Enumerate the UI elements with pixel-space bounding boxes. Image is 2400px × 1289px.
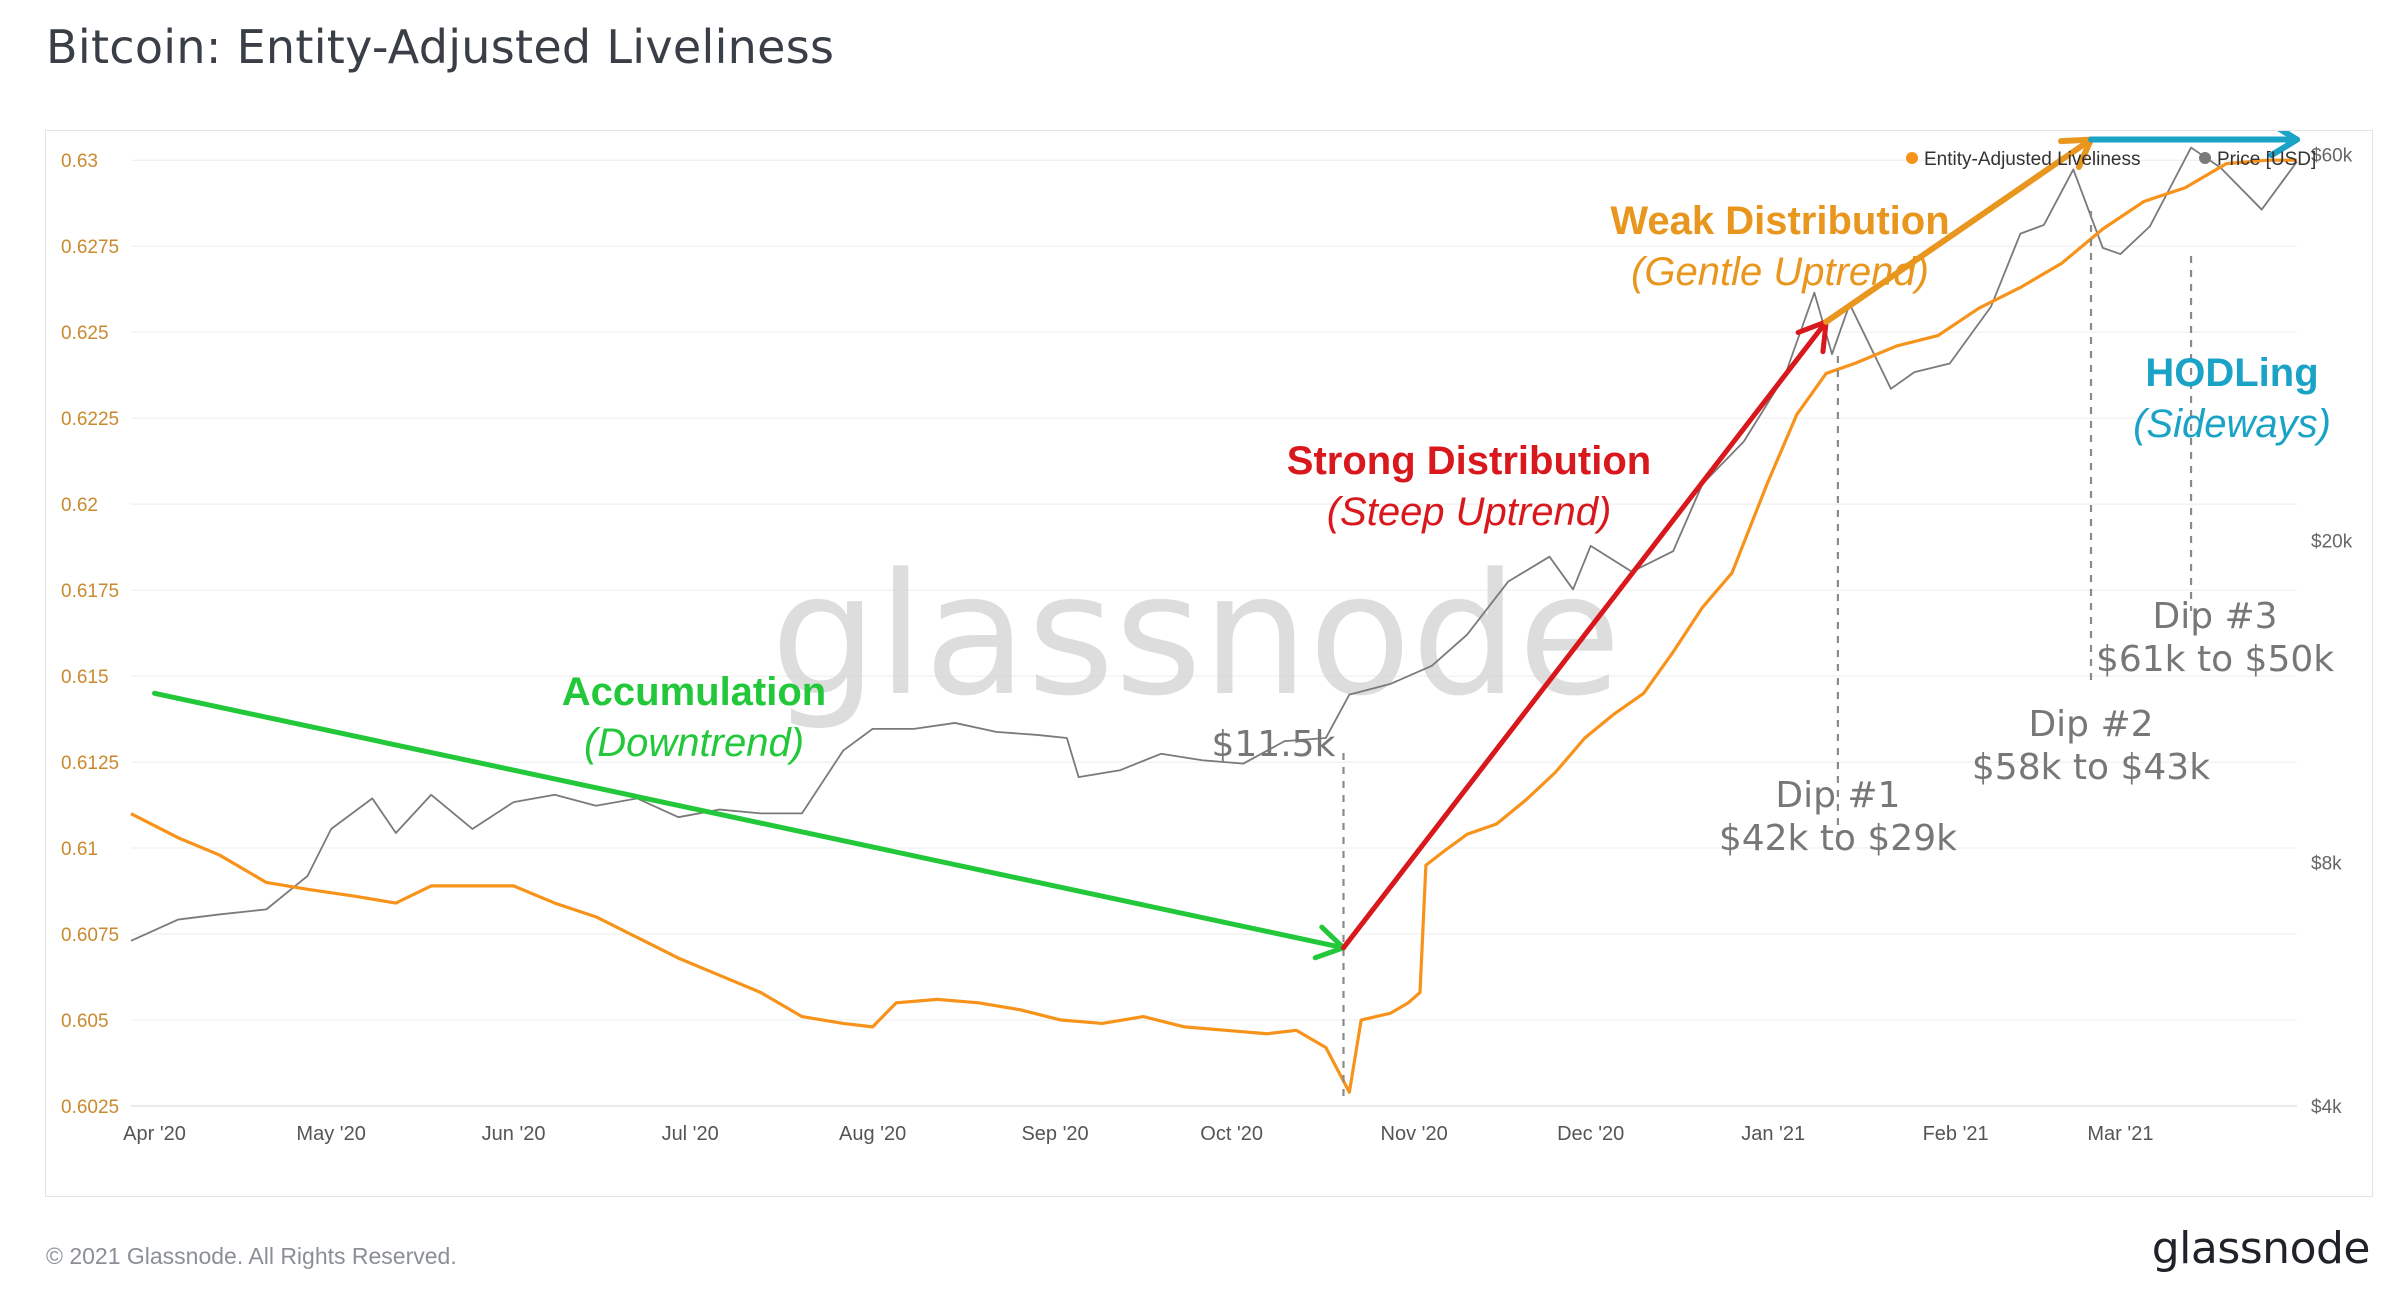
left-axis-tick-label: 0.61	[61, 839, 98, 860]
weak-distribution-label-title: Weak Distribution	[1610, 199, 1949, 243]
accumulation-label-title: Accumulation	[562, 670, 826, 714]
glassnode-logo: glassnode	[2151, 1223, 2371, 1274]
left-axis-tick-label: 0.62	[61, 495, 98, 516]
x-axis-tick-label: Mar '21	[2087, 1123, 2153, 1145]
accumulation-arrow-line	[152, 690, 1346, 951]
dip-label: Dip #3	[2153, 596, 2278, 637]
dip-label: Dip #1	[1775, 775, 1900, 816]
left-axis-tick-label: 0.605	[61, 1011, 109, 1032]
strong-distribution-label-subtitle: (Steep Uptrend)	[1327, 490, 1612, 534]
left-axis-tick-label: 0.63	[61, 151, 98, 172]
right-axis-tick-label: $4k	[2311, 1097, 2342, 1118]
liveliness-series-line	[130, 158, 2297, 1094]
x-axis-tick-label: Nov '20	[1381, 1123, 1448, 1145]
accumulation-label-subtitle: (Downtrend)	[584, 721, 804, 765]
x-axis-tick-label: Oct '20	[1200, 1123, 1263, 1145]
x-axis-tick-label: Jan '21	[1741, 1123, 1805, 1145]
dip-label: $11.5k	[1212, 724, 1336, 765]
left-axis-tick-label: 0.6225	[61, 409, 119, 430]
right-axis-tick-label: $20k	[2311, 532, 2353, 553]
dip-label: Dip #2	[2028, 704, 2153, 745]
page-title: Bitcoin: Entity-Adjusted Liveliness	[46, 20, 835, 74]
left-axis-tick-label: 0.6075	[61, 925, 119, 946]
left-axis-tick-label: 0.6275	[61, 237, 119, 258]
weak-distribution-arrow-line	[1823, 136, 2094, 325]
chart-frame: 0.6025 0.605 0.6075 0.61 0.6125 0.615 0.6175 0.…	[45, 130, 2373, 1197]
x-axis-tick-label: Jun '20	[482, 1123, 546, 1145]
right-axis-tick-label: $8k	[2311, 853, 2342, 874]
legend-label-price: Price [USD]	[2217, 149, 2316, 170]
x-axis-tick-label: Sep '20	[1021, 1123, 1088, 1145]
left-axis-tick-label: 0.6175	[61, 581, 119, 602]
dip-label: $58k to $43k	[1972, 747, 2210, 788]
hodling-label-subtitle: (Sideways)	[2133, 402, 2331, 446]
price-series-line	[130, 146, 2298, 942]
left-axis-tick-label: 0.625	[61, 323, 109, 344]
x-axis-tick-label: Aug '20	[839, 1123, 906, 1145]
weak-distribution-label-subtitle: (Gentle Uptrend)	[1631, 250, 1929, 294]
left-axis-tick-label: 0.6025	[61, 1097, 119, 1118]
x-axis-tick-label: Jul '20	[662, 1123, 719, 1145]
hodling-label-title: HODLing	[2145, 351, 2318, 395]
copyright-text: © 2021 Glassnode. All Rights Reserved.	[46, 1243, 457, 1269]
left-axis-tick-label: 0.6125	[61, 753, 119, 774]
dip-label: $61k to $50k	[2096, 639, 2334, 680]
chart-svg: 0.6025 0.605 0.6075 0.61 0.6125 0.615 0.6175 0.…	[61, 131, 2353, 1145]
legend-label-liveliness: Entity-Adjusted Liveliness	[1924, 149, 2141, 170]
watermark: glassnode	[771, 537, 1622, 733]
hodling-arrow-head	[2268, 131, 2300, 159]
right-axis-tick-label: $60k	[2311, 146, 2353, 167]
left-axis-tick-label: 0.615	[61, 667, 109, 688]
legend-dot-liveliness	[1906, 152, 1918, 164]
x-axis-tick-label: May '20	[296, 1123, 365, 1145]
strong-distribution-arrow-line	[1340, 319, 1829, 951]
dip-label: $42k to $29k	[1719, 818, 1957, 859]
x-axis-tick-label: Apr '20	[123, 1123, 186, 1145]
x-axis-tick-label: Dec '20	[1557, 1123, 1624, 1145]
strong-distribution-label-title: Strong Distribution	[1287, 439, 1651, 483]
x-axis-tick-label: Feb '21	[1923, 1123, 1989, 1145]
legend-dot-price	[2199, 152, 2211, 164]
